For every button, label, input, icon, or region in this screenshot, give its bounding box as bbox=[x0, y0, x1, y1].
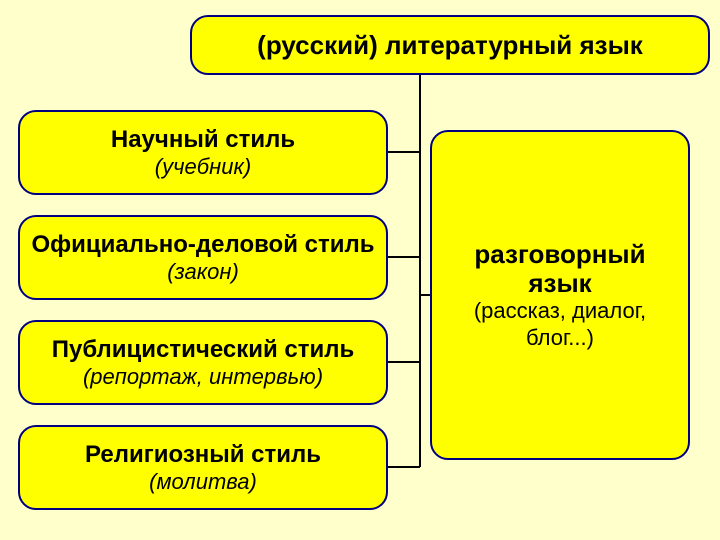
colloquial-node: разговорный язык (рассказ, диалог, блог.… bbox=[430, 130, 690, 460]
style-sub: (закон) bbox=[167, 259, 239, 284]
style-sub: (молитва) bbox=[149, 469, 257, 494]
style-node-scientific: Научный стиль (учебник) bbox=[18, 110, 388, 195]
root-title: (русский) литературный язык bbox=[257, 30, 643, 61]
style-title: Официально-деловой стиль bbox=[32, 231, 375, 259]
colloquial-sub-line2: блог...) bbox=[526, 326, 594, 350]
colloquial-title-line1: разговорный bbox=[474, 240, 645, 269]
style-node-religious: Религиозный стиль (молитва) bbox=[18, 425, 388, 510]
style-sub: (учебник) bbox=[155, 154, 251, 179]
style-sub: (репортаж, интервью) bbox=[83, 364, 323, 389]
colloquial-sub-line1: (рассказ, диалог, bbox=[474, 299, 646, 323]
style-title: Религиозный стиль bbox=[85, 441, 321, 469]
style-title: Публицистический стиль bbox=[52, 336, 355, 364]
style-title: Научный стиль bbox=[111, 126, 295, 154]
colloquial-title-line2: язык bbox=[528, 269, 591, 298]
style-node-publicistic: Публицистический стиль (репортаж, интерв… bbox=[18, 320, 388, 405]
style-node-official: Официально-деловой стиль (закон) bbox=[18, 215, 388, 300]
root-node: (русский) литературный язык bbox=[190, 15, 710, 75]
